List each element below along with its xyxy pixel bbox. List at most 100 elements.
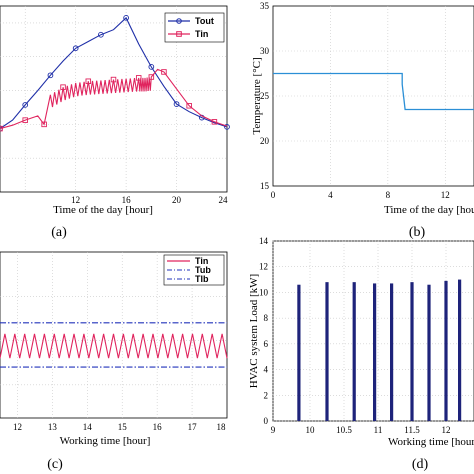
series-tin-point (41, 121, 47, 128)
panel-a-label: (a) (51, 225, 67, 240)
panel-b-xlabel: Time of the day [hour (384, 204, 474, 216)
panel-a-xlabel: Time of the day [hour] (53, 204, 153, 216)
load-bar (325, 282, 329, 421)
panel-c: 12 13 14 15 16 17 18 Working time [hour] (c) T… (0, 251, 228, 472)
y-tick-label: 30 (260, 46, 270, 56)
y-tick-label: 35 (260, 1, 270, 11)
legend-tout-label: Tout (195, 16, 214, 26)
series-tin-line (0, 333, 228, 359)
y-tick-label: 12 (259, 262, 268, 272)
legend-tlb-label: Tlb (195, 274, 209, 284)
panel-d-label: (d) (412, 457, 429, 472)
series-tout-point (173, 101, 180, 107)
series-tin-point (110, 76, 117, 83)
x-tick-label: 24 (219, 195, 229, 205)
panel-d: 9 10 10.5 11 11.5 12 0 2 4 6 8 10 12 14 HVAC system L… (248, 236, 474, 472)
panel-c-xticks: 12 13 14 15 16 17 18 (13, 422, 226, 432)
x-tick-label: 0 (271, 190, 276, 200)
y-tick-label: 14 (259, 236, 269, 246)
load-bar (410, 282, 414, 421)
x-tick-label: 16 (153, 422, 163, 432)
y-tick-label: 0 (264, 416, 269, 426)
load-bar (458, 279, 462, 421)
y-tick-label: 20 (260, 136, 270, 146)
x-tick-label: 11 (374, 425, 383, 435)
y-tick-label: 4 (264, 365, 269, 375)
panel-a-legend: Tout Tin (164, 12, 225, 43)
load-bar (390, 283, 394, 421)
series-tin-line (0, 68, 228, 130)
y-tick-label: 25 (260, 91, 270, 101)
panel-b-series (273, 72, 474, 111)
x-tick-label: 11.5 (404, 425, 420, 435)
panel-c-xlabel: Working time [hour] (60, 435, 151, 447)
load-bar (352, 282, 356, 421)
load-bar (427, 284, 431, 421)
x-tick-label: 12 (442, 425, 451, 435)
panel-d-ticks: 9 10 10.5 11 11.5 12 0 2 4 6 8 10 12 14 (259, 236, 451, 435)
series-tin-point (148, 74, 155, 80)
panel-a-series (0, 14, 230, 132)
panel-a: 12 16 20 24 Time of the day [hour] (a) Tout… (0, 5, 230, 240)
x-tick-label: 12 (71, 195, 80, 205)
x-tick-label: 8 (386, 190, 391, 200)
y-tick-label: 2 (264, 390, 269, 400)
panel-a-frame (0, 5, 228, 193)
x-tick-label: 10.5 (336, 425, 352, 435)
series-tin-point (60, 84, 66, 90)
panel-d-ylabel: HVAC system Load [kW] (248, 274, 260, 388)
x-tick-label: 12 (13, 422, 22, 432)
series-tout-line (0, 16, 228, 130)
x-tick-label: 14 (83, 422, 93, 432)
panel-c-legend: Tin Tub Tlb (163, 254, 225, 286)
legend-box (164, 12, 225, 43)
legend-tin-marker (176, 31, 182, 37)
panel-a-xticks: 12 16 20 24 (71, 195, 228, 205)
x-tick-label: 20 (172, 195, 182, 205)
panel-c-label: (c) (47, 457, 63, 472)
y-tick-label: 6 (264, 339, 269, 349)
x-tick-label: 12 (441, 190, 450, 200)
panel-c-series (0, 322, 228, 368)
panel-b-ylabel: Temperature [°C] (251, 57, 263, 134)
x-tick-label: 4 (328, 190, 333, 200)
y-tick-label: 10 (259, 287, 269, 297)
load-bar (373, 283, 377, 421)
x-tick-label: 10 (306, 425, 316, 435)
series-tin-point (135, 75, 142, 81)
series-tout-point (123, 14, 129, 21)
load-bar (297, 284, 301, 421)
x-tick-label: 9 (271, 425, 276, 435)
panel-b-label: (b) (409, 225, 426, 240)
legend-tout-marker (176, 18, 182, 24)
x-tick-label: 18 (217, 422, 227, 432)
series-tin-point (161, 69, 167, 75)
panel-b: 0 4 8 12 15 20 25 30 35 Temperature [°C] Time of… (251, 1, 474, 240)
panel-b-ticks: 0 4 8 12 15 20 25 30 35 (260, 1, 450, 200)
panel-b-grid (273, 6, 474, 186)
x-tick-label: 13 (48, 422, 58, 432)
load-bar (444, 280, 448, 421)
legend-tub-label: Tub (195, 265, 211, 275)
series-tout-point (148, 64, 155, 70)
series-tin-point (0, 125, 3, 132)
series-tin-point (211, 119, 218, 125)
x-tick-label: 17 (188, 422, 198, 432)
y-tick-label: 8 (264, 313, 269, 323)
panel-d-xlabel: Working time [hour (388, 436, 474, 448)
series-tin-point (22, 117, 28, 123)
x-tick-label: 16 (122, 195, 132, 205)
series-tout-point (98, 31, 104, 38)
setpoint-line (273, 72, 474, 111)
series-tin-point (186, 103, 192, 109)
series-tout-point (72, 45, 79, 52)
panel-d-bars (297, 279, 462, 421)
y-tick-label: 15 (260, 181, 270, 191)
series-tout-point (47, 72, 54, 79)
panel-c-frame (0, 251, 228, 419)
series-tout-point (224, 124, 230, 130)
series-tin-point (85, 78, 92, 84)
legend-tin-label: Tin (195, 29, 208, 39)
legend-tin-label: Tin (195, 256, 208, 266)
